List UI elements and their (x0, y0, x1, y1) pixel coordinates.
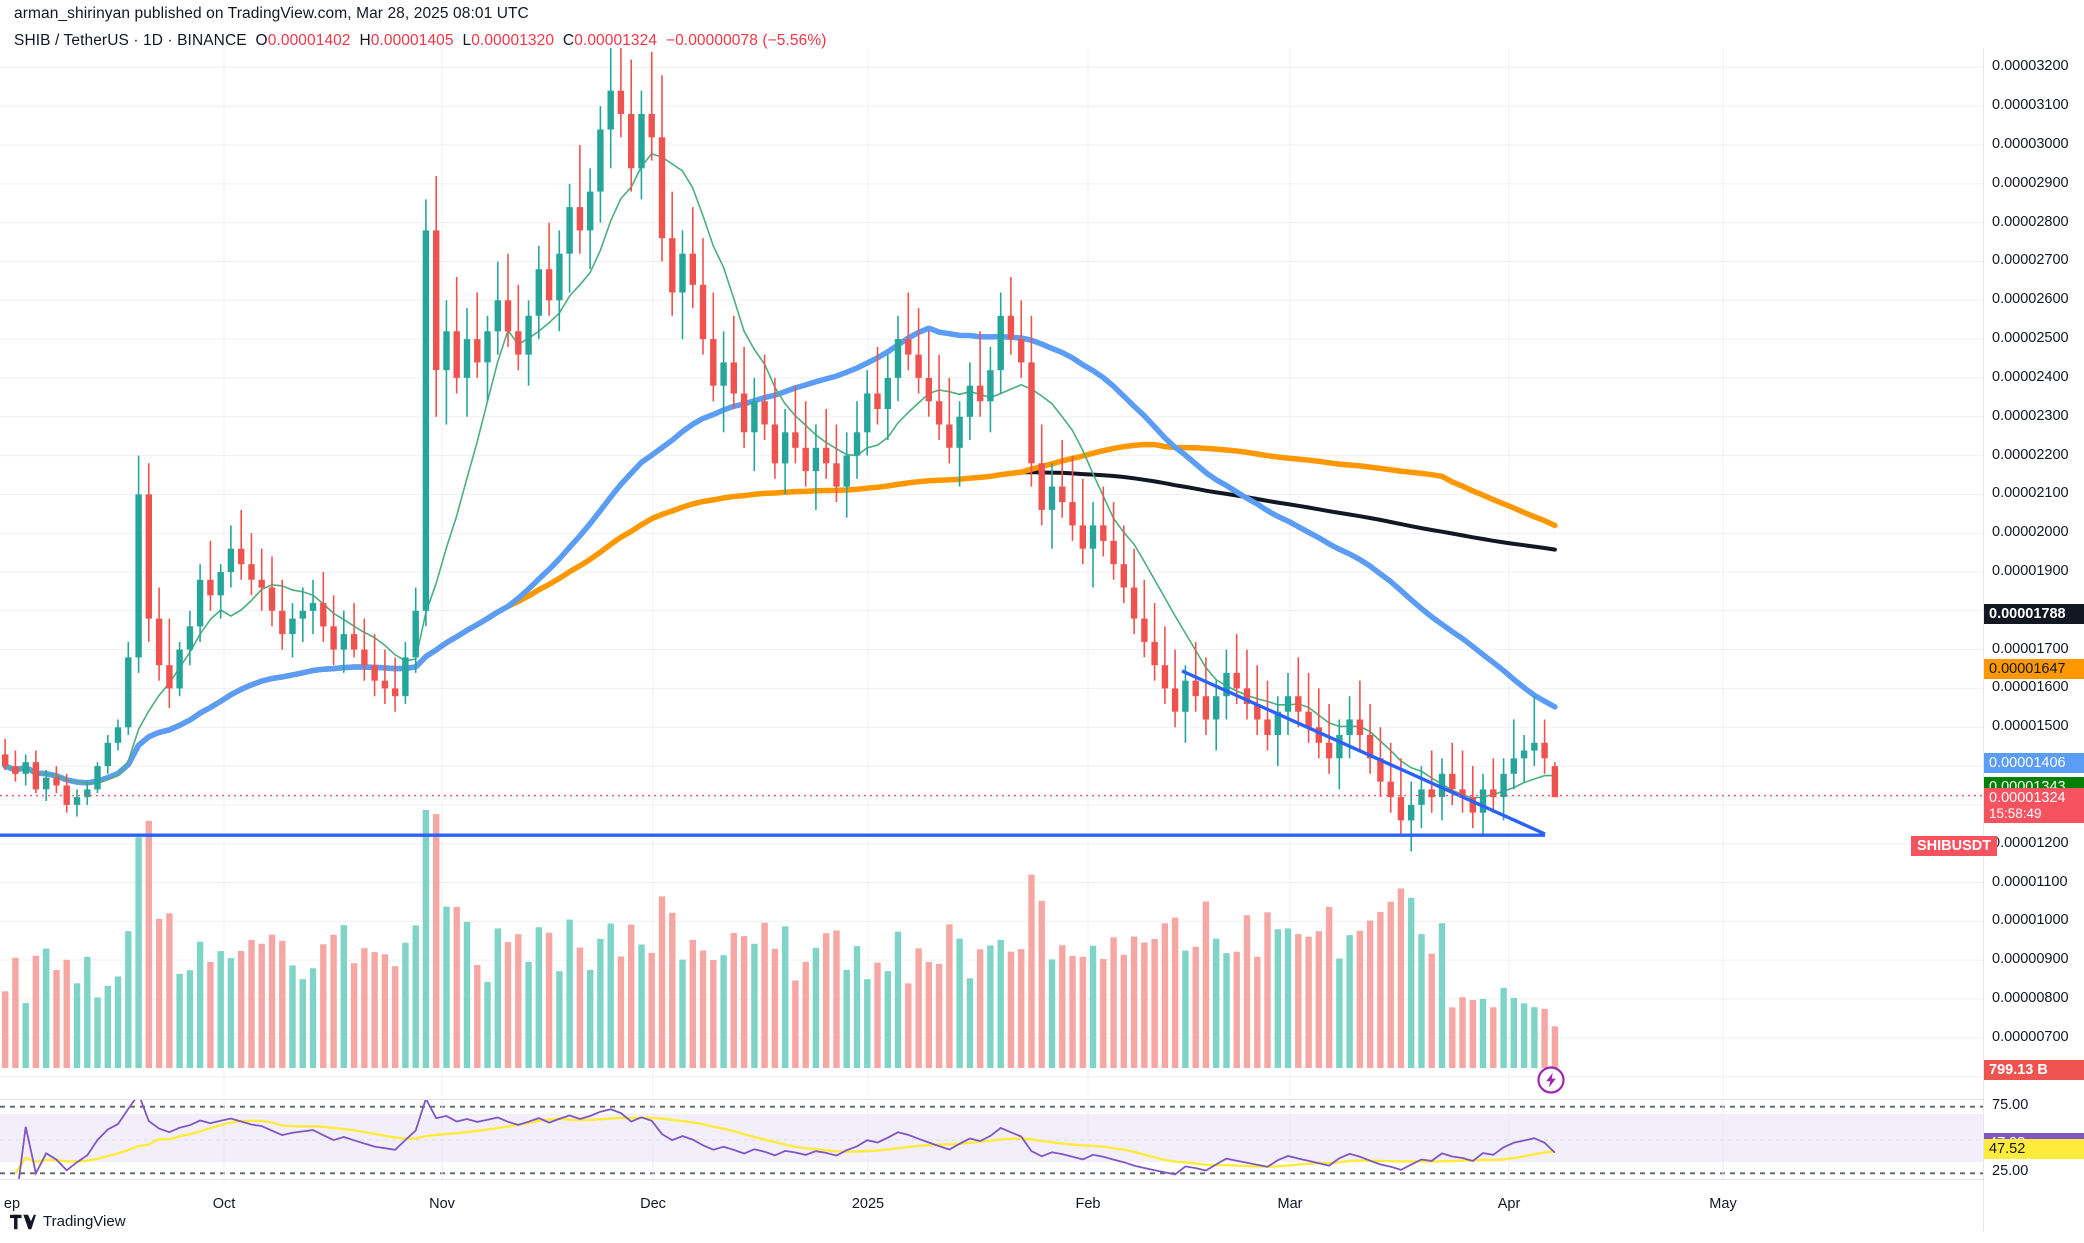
time-axis-label: Oct (212, 1196, 236, 1212)
price-pane[interactable] (0, 48, 1983, 1096)
rsi-upper-tick: 75.00 (1992, 1096, 2029, 1113)
legend-open-value: 0.00001402 (267, 32, 351, 49)
price-axis-tick: 0.00002800 (1992, 213, 2069, 230)
price-axis-tick: 0.00002100 (1992, 485, 2069, 502)
time-axis[interactable]: ep Oct Nov Dec 2025 Feb Mar Apr May (0, 1179, 1983, 1232)
candlestick-series (2, 48, 1559, 852)
time-axis-label: Mar (1277, 1196, 1303, 1212)
rsi-gridlines (0, 1100, 1983, 1180)
time-axis-label: Nov (429, 1196, 455, 1212)
symbol-tag: SHIBUSDT (1911, 836, 1998, 857)
tradingview-brand-label: TradingView (43, 1213, 126, 1230)
price-axis-tick: 0.00001600 (1992, 679, 2069, 696)
lightning-bolt-icon[interactable] (1536, 1065, 1566, 1095)
chart-area[interactable]: ep Oct Nov Dec 2025 Feb Mar Apr May 0.00003200 0.… (0, 48, 2084, 1243)
price-axis-tick: 0.00001500 (1992, 718, 2069, 735)
rsi-pane[interactable] (0, 1099, 1983, 1180)
chart-legend: SHIB / TetherUS · 1D · BINANCE O0.000014… (14, 32, 827, 50)
legend-high-value: 0.00001405 (370, 32, 454, 49)
drawing-tools[interactable] (0, 669, 1546, 837)
price-axis-tick: 0.00001200 (1992, 834, 2069, 851)
time-axis-label: 2025 (851, 1196, 885, 1212)
price-axis-tick: 0.00000900 (1992, 951, 2069, 968)
publisher-credit: arman_shirinyan published on TradingView… (14, 5, 529, 22)
legend-sep-2: · (163, 32, 178, 49)
rsi-ma-value-badge[interactable]: 47.52 (1984, 1138, 2084, 1159)
legend-change: −0.00000078 (665, 32, 758, 49)
time-axis-label: Feb (1075, 1196, 1101, 1212)
volume-badge[interactable]: 799.13 B (1984, 1060, 2084, 1080)
sma-blue-badge[interactable]: 0.00001406 (1984, 752, 2084, 773)
price-axis-tick: 0.00001000 (1992, 912, 2069, 929)
legend-symbol[interactable]: SHIB / TetherUS (14, 32, 129, 49)
legend-high-label: H (359, 32, 371, 49)
time-axis-label: ep (3, 1196, 21, 1212)
price-axis-tick: 0.00002400 (1992, 368, 2069, 385)
price-axis[interactable]: 0.00003200 0.00003100 0.00003000 0.00002900… (1983, 48, 2084, 1231)
price-axis-tick: 0.00000700 (1992, 1028, 2069, 1045)
sma-black-badge[interactable]: 0.00001788 (1984, 604, 2084, 625)
price-axis-tick: 0.00001900 (1992, 563, 2069, 579)
legend-interval[interactable]: 1D (143, 32, 164, 49)
legend-sep-1: · (128, 32, 144, 49)
moving-average-lines (2, 152, 1558, 799)
legend-open-label: O (255, 32, 268, 49)
legend-close-value: 0.00001324 (574, 32, 658, 49)
price-axis-tick: 0.00000800 (1992, 989, 2069, 1006)
time-axis-label: May (1709, 1196, 1737, 1212)
legend-exchange: BINANCE (177, 32, 247, 49)
sma-orange-badge[interactable]: 0.00001647 (1984, 659, 2084, 680)
price-axis-tick: 0.00003100 (1992, 97, 2069, 114)
price-axis-tick: 0.00003200 (1992, 58, 2069, 75)
price-axis-tick: 0.00001700 (1992, 640, 2069, 657)
last-price-badge[interactable]: 0.00001324 15:58:49 (1984, 788, 2084, 824)
horizontal-gridlines (0, 66, 1983, 1078)
time-axis-label: Apr (1497, 1196, 1521, 1212)
time-axis-label: Dec (640, 1196, 666, 1212)
tradingview-logo-icon (10, 1214, 36, 1229)
price-axis-tick: 0.00001100 (1992, 873, 2068, 890)
price-axis-tick: 0.00002300 (1992, 407, 2069, 424)
vertical-gridlines (223, 48, 1724, 1096)
price-axis-tick: 0.00002000 (1992, 524, 2069, 541)
legend-low-label: L (462, 32, 472, 49)
price-countdown: 15:58:49 (1989, 806, 2042, 822)
price-axis-tick: 0.00003000 (1992, 136, 2069, 153)
legend-change-pct: (−5.56%) (762, 32, 827, 49)
legend-close-label: C (562, 32, 575, 49)
price-axis-tick: 0.00002700 (1992, 252, 2069, 269)
price-axis-tick: 0.00002600 (1992, 291, 2069, 308)
price-axis-tick: 0.00002900 (1992, 174, 2069, 191)
price-axis-tick: 0.00002500 (1992, 330, 2069, 347)
rsi-lower-tick: 25.00 (1992, 1163, 2029, 1180)
tradingview-footer: TradingView (10, 1213, 126, 1230)
legend-low-value: 0.00001320 (471, 32, 555, 49)
price-axis-tick: 0.00002200 (1992, 446, 2069, 463)
rsi-plot (14, 1100, 1556, 1180)
volume-bars (2, 810, 1559, 1068)
